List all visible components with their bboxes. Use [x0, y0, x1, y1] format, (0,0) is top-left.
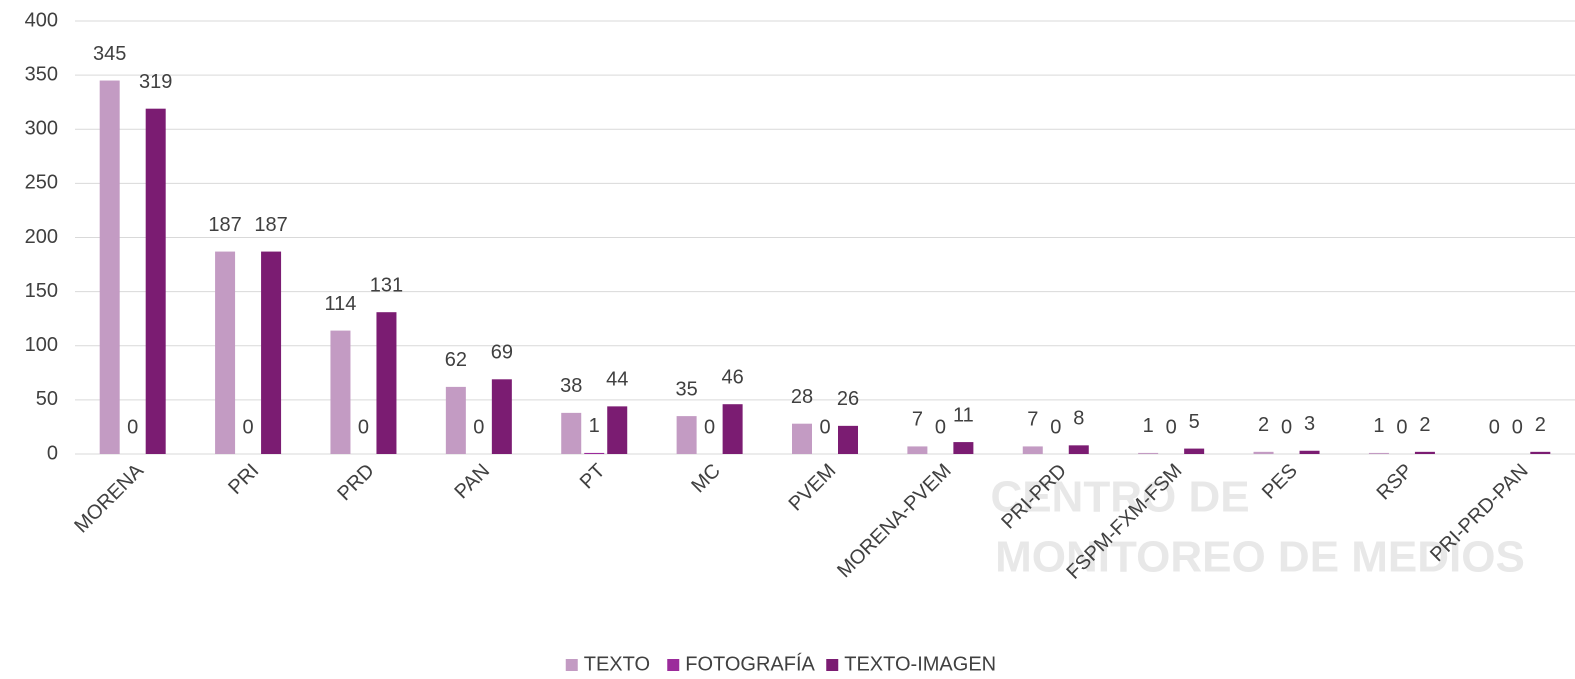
data-label: 1	[1143, 415, 1154, 437]
bar	[561, 412, 582, 454]
bar	[1068, 445, 1089, 454]
data-label: 345	[93, 43, 126, 65]
y-tick-label: 250	[25, 172, 58, 194]
x-tick-label: MORENA-PVEM	[833, 460, 955, 582]
data-label: 7	[912, 409, 923, 431]
bar	[99, 80, 120, 454]
bar	[838, 425, 858, 454]
bar	[491, 379, 512, 454]
data-label: 187	[254, 214, 287, 236]
legend-label: TEXTO	[584, 653, 650, 675]
data-label: 2	[1535, 414, 1546, 436]
data-label: 0	[1512, 416, 1523, 438]
x-tick-label: PAN	[451, 460, 495, 504]
data-label: 319	[139, 71, 172, 93]
bar	[584, 452, 605, 454]
data-label: 7	[1027, 409, 1038, 431]
data-label: 2	[1419, 414, 1430, 436]
y-tick-label: 150	[25, 280, 58, 302]
y-tick-label: 0	[47, 442, 58, 464]
data-label: 69	[491, 342, 513, 364]
x-tick-label: PRI	[224, 460, 263, 499]
bar	[907, 446, 928, 454]
data-label: 0	[1396, 416, 1407, 438]
legend-label: TEXTO-IMAGEN	[844, 653, 996, 675]
bar	[330, 330, 351, 454]
data-label: 1	[1373, 415, 1384, 437]
y-tick-label: 50	[36, 388, 58, 410]
y-tick-label: 350	[25, 63, 58, 85]
data-label: 0	[243, 416, 254, 438]
y-tick-label: 100	[25, 334, 58, 356]
data-label: 46	[721, 366, 743, 388]
legend-swatch	[826, 659, 839, 671]
bar	[1184, 448, 1205, 454]
data-label: 187	[208, 214, 241, 236]
data-label: 2	[1258, 414, 1269, 436]
data-label: 44	[606, 369, 628, 391]
y-tick-label: 300	[25, 118, 58, 140]
data-label: 11	[953, 404, 974, 426]
bar	[1138, 452, 1159, 454]
bar	[1530, 451, 1551, 454]
data-label: 0	[1489, 416, 1500, 438]
x-tick-label: PT	[576, 460, 610, 494]
data-label: 0	[1050, 416, 1061, 438]
data-label: 0	[935, 416, 946, 438]
bar	[445, 386, 466, 454]
data-label: 0	[358, 416, 369, 438]
data-label: 3	[1304, 413, 1315, 435]
bar	[792, 423, 812, 454]
data-label: 0	[819, 416, 830, 438]
legend-swatch	[565, 659, 578, 671]
data-label: 26	[837, 388, 859, 410]
data-label: 62	[445, 349, 467, 371]
watermark: MONITOREO DE MEDIOS	[995, 533, 1525, 582]
data-label: 28	[791, 386, 813, 408]
data-label: 38	[560, 375, 582, 397]
bar	[1299, 450, 1320, 454]
bar	[676, 416, 697, 454]
x-tick-label: PES	[1258, 460, 1302, 504]
data-label: 0	[473, 416, 484, 438]
data-label: 0	[127, 416, 138, 438]
legend-swatch	[667, 659, 680, 671]
bar	[953, 442, 974, 454]
bar	[215, 251, 236, 454]
y-tick-label: 400	[25, 9, 58, 31]
bar	[1022, 446, 1043, 454]
x-tick-label: MORENA	[70, 459, 148, 537]
y-tick-label: 200	[25, 226, 58, 248]
data-label: 35	[675, 378, 697, 400]
data-label: 5	[1189, 411, 1200, 433]
bar	[376, 312, 397, 454]
bar	[1253, 451, 1274, 454]
x-tick-label: PVEM	[785, 460, 841, 516]
bar	[1414, 451, 1435, 454]
bar	[722, 404, 743, 454]
bar	[145, 108, 166, 455]
watermark: CENTRO DE	[990, 473, 1249, 522]
legend-label: FOTOGRAFÍA	[685, 652, 815, 675]
x-tick-label: RSP	[1373, 460, 1418, 505]
bar	[1368, 452, 1389, 454]
data-label: 0	[1281, 416, 1292, 438]
bar	[607, 406, 628, 454]
data-label: 131	[370, 274, 403, 296]
data-label: 1	[589, 415, 600, 437]
data-label: 8	[1073, 408, 1084, 430]
bar	[261, 251, 282, 454]
data-label: 0	[1166, 416, 1177, 438]
x-tick-label: MC	[687, 460, 725, 498]
data-label: 114	[325, 293, 357, 315]
data-label: 0	[704, 416, 715, 438]
x-tick-label: PRD	[333, 460, 378, 505]
